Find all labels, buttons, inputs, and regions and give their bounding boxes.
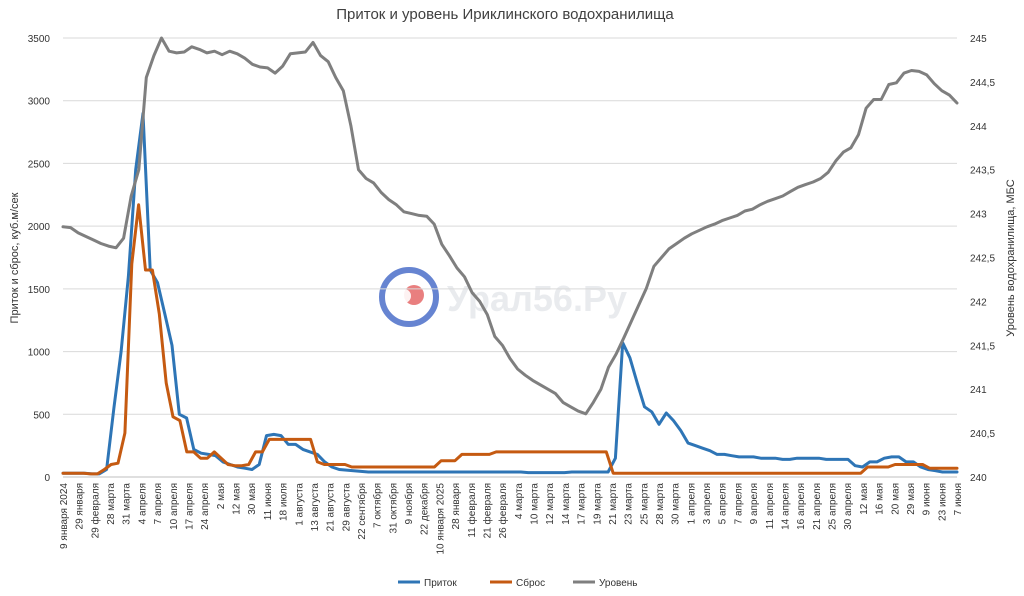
y2-tick-label: 244 — [970, 122, 987, 133]
y2-tick-label: 245 — [970, 34, 987, 45]
legend-label-3: Уровень — [599, 578, 638, 589]
x-tick-label: 10 марта — [530, 483, 541, 525]
y-tick-label: 0 — [44, 473, 50, 484]
y-tick-label: 500 — [33, 410, 50, 421]
y-axis-left: 0 500 1000 1500 2000 2500 3000 3500 — [28, 34, 51, 484]
y-tick-label: 2000 — [28, 222, 51, 233]
x-tick-label: 12 мая — [859, 483, 870, 515]
x-tick-label: 29 января — [75, 483, 86, 529]
x-tick-label: 7 июня — [953, 483, 964, 515]
x-tick-label: 28 марта — [106, 483, 117, 525]
y2-tick-label: 241,5 — [970, 341, 995, 352]
y2-tick-label: 240,5 — [970, 429, 995, 440]
x-tick-label: 11 февраля — [466, 483, 478, 538]
x-tick-label: 30 марта — [671, 483, 682, 525]
y-tick-label: 3000 — [28, 97, 51, 108]
x-tick-label: 18 июля — [279, 483, 290, 521]
x-tick-label: 9 июня — [922, 483, 933, 515]
x-tick-label: 29 августа — [341, 483, 352, 532]
x-tick-label: 16 апреля — [796, 483, 807, 530]
x-tick-label: 12 мая — [232, 483, 243, 515]
x-tick-label: 4 апреля — [137, 483, 148, 524]
y-axis-right: 240 240,5 241 241,5 242 242,5 243 243,5 244 244,5… — [970, 34, 995, 484]
legend-label-2: Сброс — [516, 577, 545, 589]
x-tick-label: 9 ноября — [403, 483, 415, 524]
y2-tick-label: 241 — [970, 385, 987, 396]
x-tick-label: 21 августа — [326, 483, 337, 532]
x-tick-label: 30 мая — [247, 483, 258, 515]
x-tick-label: 5 апреля — [718, 483, 729, 524]
series-line-3 — [61, 36, 959, 416]
watermark-text: Урал56.Ру — [447, 278, 627, 319]
y-tick-label: 1500 — [28, 285, 51, 296]
x-tick-label: 23 июня — [937, 483, 948, 521]
series-lines — [61, 36, 959, 476]
gridlines — [63, 37, 957, 478]
x-tick-label: 2 мая — [216, 483, 227, 509]
x-tick-label: 28 марта — [655, 483, 666, 525]
x-tick-label: 31 марта — [122, 483, 133, 525]
x-tick-label: 21 апреля — [812, 483, 823, 530]
x-tick-label: 13 августа — [310, 483, 321, 532]
y2-tick-label: 243,5 — [970, 166, 995, 177]
x-tick-label: 1 апреля — [686, 483, 697, 524]
x-tick-label: 25 марта — [639, 483, 650, 525]
x-axis: 9 января 2024 29 января 29 февраля 28 марта… — [59, 483, 964, 555]
legend-label-1: Приток — [424, 578, 457, 589]
y-tick-label: 1000 — [28, 348, 51, 359]
x-tick-label: 30 апреля — [843, 483, 854, 530]
y2-tick-label: 243 — [970, 210, 987, 221]
x-tick-label: 4 марта — [514, 483, 525, 520]
x-tick-label: 10 января 2025 — [435, 483, 446, 555]
chart-title: Приток и уровень Ириклинского водохранил… — [336, 6, 674, 23]
x-tick-label: 19 марта — [592, 483, 603, 525]
x-tick-label: 11 апреля — [765, 483, 776, 529]
x-tick-label: 17 марта — [577, 483, 588, 525]
y-axis-right-title: Уровень водохранилища, МБС — [1005, 179, 1017, 336]
legend: Приток Сброс Уровень — [398, 577, 638, 589]
x-tick-label: 7 апреля — [153, 483, 164, 524]
x-tick-label: 28 января — [451, 483, 462, 529]
y2-tick-label: 240 — [970, 473, 987, 484]
x-tick-label: 29 мая — [906, 483, 917, 515]
x-tick-label: 16 мая — [875, 483, 886, 515]
x-tick-label: 23 марта — [624, 483, 635, 525]
x-tick-label: 20 мая — [890, 483, 901, 515]
x-tick-label: 9 января 2024 — [59, 483, 70, 549]
x-tick-label: 10 апреля — [169, 483, 180, 530]
x-tick-label: 21 февраля — [481, 483, 493, 538]
series-line-2 — [61, 203, 959, 476]
y2-tick-label: 242 — [970, 297, 987, 308]
x-tick-label: 9 апреля — [749, 483, 760, 524]
y-tick-label: 3500 — [28, 34, 51, 45]
y2-tick-label: 244,5 — [970, 78, 995, 89]
watermark-logo-inner — [397, 289, 411, 303]
x-tick-label: 14 апреля — [780, 483, 791, 530]
x-tick-label: 12 марта — [545, 483, 556, 525]
x-tick-label: 22 сентября — [356, 483, 368, 540]
x-tick-label: 24 апреля — [200, 483, 211, 530]
y2-tick-label: 242,5 — [970, 254, 995, 265]
x-tick-label: 29 февраля — [89, 483, 101, 538]
y-tick-label: 2500 — [28, 159, 51, 170]
watermark-logo-ring — [379, 267, 439, 327]
x-tick-label: 25 апреля — [828, 483, 839, 530]
x-tick-label: 14 марта — [561, 483, 572, 525]
watermark: Урал56.Ру — [379, 267, 627, 327]
x-tick-label: 26 февраля — [497, 483, 509, 538]
x-tick-label: 21 марта — [608, 483, 619, 525]
x-tick-label: 31 октября — [387, 483, 399, 534]
x-tick-label: 7 октября — [372, 483, 384, 528]
x-tick-label: 1 августа — [294, 483, 305, 526]
y-axis-left-title: Приток и сброс, куб.м/сек — [9, 192, 21, 323]
x-tick-label: 17 апреля — [184, 483, 195, 530]
x-tick-label: 22 декабря — [419, 483, 431, 535]
x-tick-label: 3 апреля — [702, 483, 713, 524]
x-tick-label: 7 апреля — [733, 483, 744, 524]
x-tick-label: 11 июня — [263, 483, 274, 520]
